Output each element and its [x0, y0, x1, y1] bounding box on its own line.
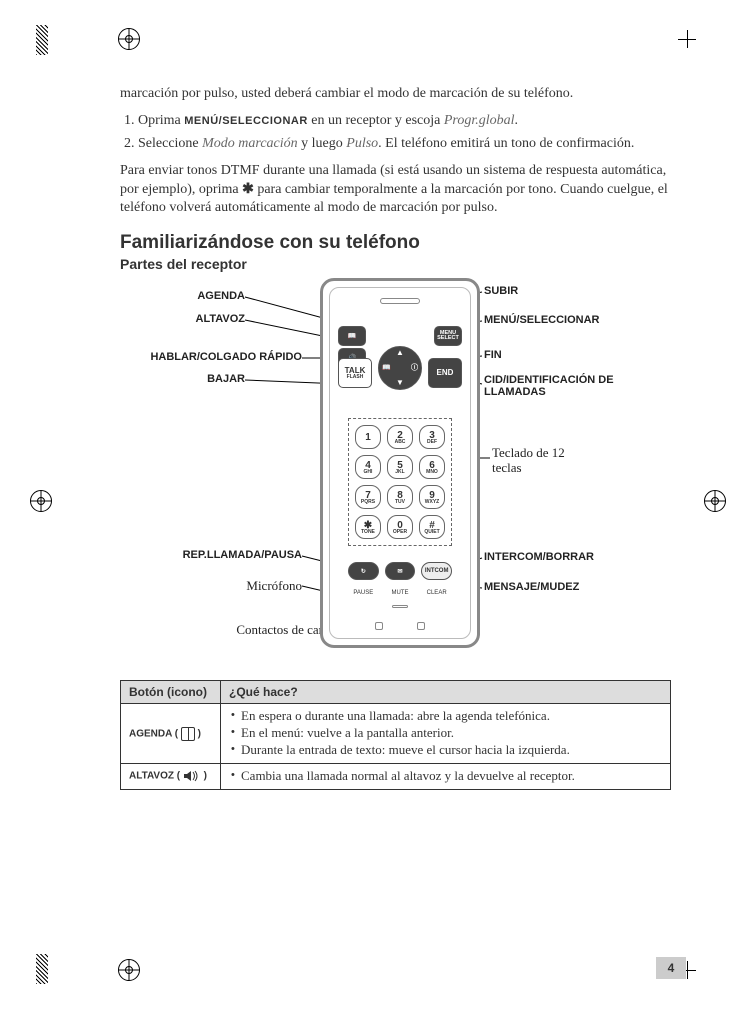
- cell-agenda-desc: En espera o durante una llamada: abre la…: [221, 704, 671, 764]
- page-number: 4: [656, 957, 686, 979]
- cell-altavoz-desc: Cambia una llamada normal al altavoz y l…: [221, 764, 671, 790]
- key-5: 5JKL: [387, 455, 413, 479]
- key-star: ✱TONE: [355, 515, 381, 539]
- handset-illustration: 📖 MENU SELECT 🔊 TALK FLASH END ▲ ▼ 📖 ⓘ 1…: [320, 278, 480, 648]
- crop-mark: [678, 30, 696, 48]
- th-button: Botón (icono): [121, 681, 221, 704]
- label-teclado: Teclado de 12 teclas: [492, 446, 582, 475]
- button-table: Botón (icono) ¿Qué hace? AGENDA ( ) En e…: [120, 680, 671, 790]
- label-hablar: HABLAR/COLGADO RÁPIDO: [150, 351, 302, 363]
- bottom-labels: PAUSE MUTE CLEAR: [348, 590, 452, 596]
- btn-message: ✉: [385, 562, 416, 580]
- registration-mark: [30, 490, 52, 512]
- dtmf-paragraph: Para enviar tonos DTMF durante una llama…: [120, 162, 671, 219]
- label-mensaje: MENSAJE/MUDEZ: [484, 581, 579, 593]
- key-hash: #QUIET: [419, 515, 445, 539]
- speaker-icon: [183, 770, 201, 782]
- key-3: 3DEF: [419, 425, 445, 449]
- label-subir: SUBIR: [484, 285, 518, 297]
- btn-agenda: 📖: [338, 326, 366, 346]
- microphone-icon: [392, 605, 408, 608]
- registration-mark: [118, 959, 140, 981]
- section-heading: Familiarizándose con su teléfono: [120, 232, 671, 254]
- th-action: ¿Qué hace?: [221, 681, 671, 704]
- label-intercom: INTERCOM/BORRAR: [484, 551, 594, 563]
- hatch-mark: [36, 954, 48, 984]
- steps-list: Oprima MENÚ/SELECCIONAR en un receptor y…: [120, 112, 671, 154]
- btn-talk: TALK FLASH: [338, 358, 372, 388]
- label-bajar: BAJAR: [207, 373, 245, 385]
- key-7: 7PQRS: [355, 485, 381, 509]
- charge-contact-icon: [417, 622, 425, 630]
- key-8: 8TUV: [387, 485, 413, 509]
- registration-mark: [704, 490, 726, 512]
- phone-inner: 📖 MENU SELECT 🔊 TALK FLASH END ▲ ▼ 📖 ⓘ 1…: [329, 287, 471, 639]
- nav-pad: ▲ ▼ 📖 ⓘ: [378, 346, 422, 390]
- key-2: 2ABC: [387, 425, 413, 449]
- key-4: 4GHI: [355, 455, 381, 479]
- step-1: Oprima MENÚ/SELECCIONAR en un receptor y…: [138, 112, 671, 131]
- btn-redial: ↻: [348, 562, 379, 580]
- bottom-button-row: ↻ ✉ INTCOM: [348, 562, 452, 580]
- key-0: 0OPER: [387, 515, 413, 539]
- label-altavoz: ALTAVOZ: [196, 313, 246, 325]
- label-microfono: Micrófono: [246, 578, 302, 594]
- earpiece-icon: [380, 298, 420, 304]
- registration-mark: [118, 28, 140, 50]
- key-9: 9WXYZ: [419, 485, 445, 509]
- intro-paragraph: marcación por pulso, usted deberá cambia…: [120, 85, 671, 104]
- label-fin: FIN: [484, 349, 502, 361]
- label-rep: REP.LLAMADA/PAUSA: [183, 549, 302, 561]
- key-6: 6MNO: [419, 455, 445, 479]
- book-icon: [181, 727, 195, 741]
- label-menu: MENÚ/SELECCIONAR: [484, 314, 600, 326]
- cell-agenda-label: AGENDA ( ): [121, 704, 221, 764]
- label-cid: CID/IDENTIFICACIÓN DE LLAMADAS: [484, 374, 624, 398]
- page: marcación por pulso, usted deberá cambia…: [0, 0, 756, 1009]
- label-agenda: AGENDA: [197, 290, 245, 302]
- hatch-mark: [36, 25, 48, 55]
- btn-intcom: INTCOM: [421, 562, 452, 580]
- handset-diagram: AGENDA ALTAVOZ HABLAR/COLGADO RÁPIDO BAJ…: [120, 268, 671, 668]
- btn-end: END: [428, 358, 462, 388]
- cell-altavoz-label: ALTAVOZ ( ): [121, 764, 221, 790]
- key-1: 1: [355, 425, 381, 449]
- step-2: Seleccione Modo marcación y luego Pulso.…: [138, 135, 671, 154]
- keypad: 1 2ABC 3DEF 4GHI 5JKL 6MNO 7PQRS 8TUV 9W…: [348, 418, 452, 546]
- btn-menu-select: MENU SELECT: [434, 326, 462, 346]
- charge-contact-icon: [375, 622, 383, 630]
